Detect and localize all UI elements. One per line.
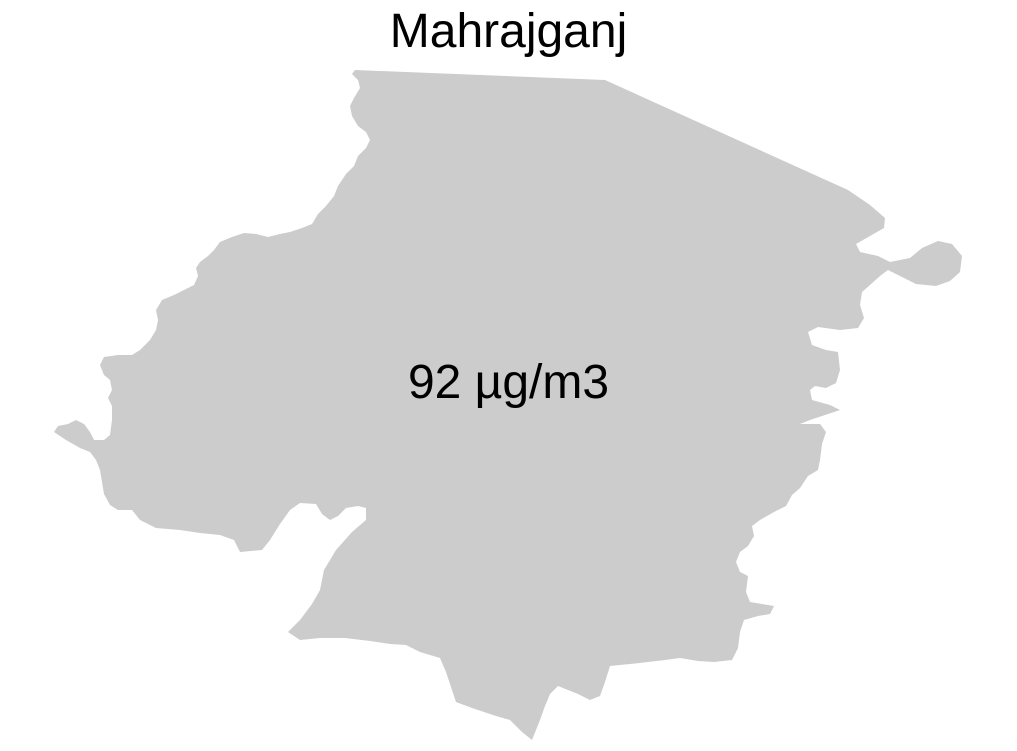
map-title: Mahrajganj [389, 5, 628, 58]
mahrajganj-district-shape [54, 70, 962, 740]
pollution-value-label: 92 µg/m3 [407, 356, 610, 409]
